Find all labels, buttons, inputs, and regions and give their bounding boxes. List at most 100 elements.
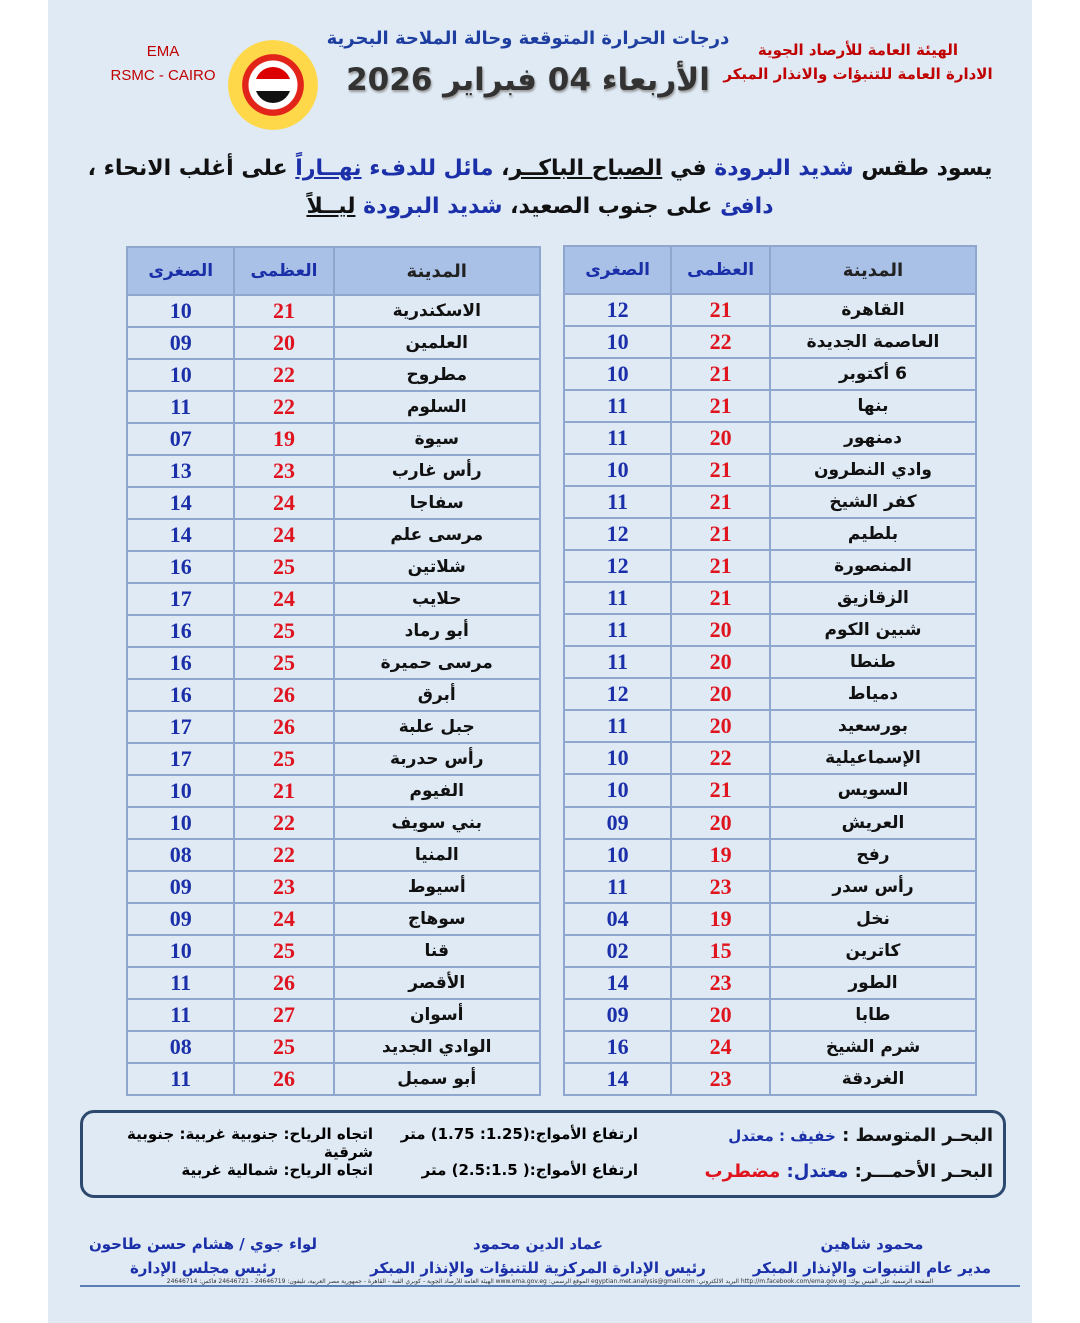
min-temp: 09 — [562, 997, 673, 1032]
min-temp: 14 — [562, 1061, 673, 1097]
table-row: كاترين 15 02 — [562, 933, 977, 968]
table-row: سيوة 19 07 — [125, 422, 541, 456]
min-temp: 02 — [562, 933, 673, 968]
min-temp: 10 — [125, 774, 236, 808]
max-temp: 20 — [670, 709, 771, 744]
table-row: حلايب 24 17 — [125, 582, 541, 616]
city-name: الاسكندرية — [332, 294, 541, 328]
city-name: الغردقة — [769, 1061, 977, 1097]
table-row: الفيوم 21 10 — [125, 774, 541, 808]
table-row: بنها 21 11 — [562, 389, 977, 424]
city-name: القاهرة — [769, 292, 977, 328]
max-temp: 20 — [670, 421, 771, 456]
table-row: شرم الشيخ 24 16 — [562, 1029, 977, 1064]
max-temp: 23 — [233, 870, 335, 904]
header-max: العظمى — [670, 245, 771, 295]
min-temp: 11 — [125, 998, 236, 1032]
min-temp: 16 — [125, 646, 236, 680]
max-temp: 22 — [233, 806, 335, 840]
city-name: شبين الكوم — [769, 613, 977, 648]
table-row: أبو رماد 25 16 — [125, 614, 541, 648]
organization: الهيئة العامة للأرصاد الجوية الادارة العا… — [708, 38, 1008, 86]
bulletin-title: درجات الحرارة المتوقعة وحالة الملاحة الب… — [326, 28, 730, 49]
table-row: القاهرة 21 12 — [562, 292, 977, 328]
min-temp: 10 — [125, 806, 236, 840]
min-temp: 16 — [562, 1029, 673, 1064]
max-temp: 19 — [233, 422, 335, 456]
min-temp: 10 — [562, 325, 673, 360]
min-temp: 08 — [125, 838, 236, 872]
max-temp: 22 — [670, 741, 771, 776]
table-row: الإسماعيلية 22 10 — [562, 741, 977, 776]
max-temp: 26 — [233, 966, 335, 1000]
min-temp: 09 — [125, 326, 236, 360]
city-name: الوادي الجديد — [332, 1030, 541, 1064]
min-temp: 11 — [562, 869, 673, 904]
ema-label: EMA RSMC - CAIRO — [108, 40, 218, 88]
max-temp: 21 — [670, 581, 771, 616]
city-name: شرم الشيخ — [769, 1029, 977, 1064]
max-temp: 21 — [670, 485, 771, 520]
max-temp: 26 — [233, 710, 335, 744]
table-row: بني سويف 22 10 — [125, 806, 541, 840]
city-name: السلوم — [332, 390, 541, 424]
min-temp: 12 — [562, 517, 673, 552]
city-name: دمنهور — [769, 421, 977, 456]
signature-2: عماد الدين محمود رئيس الإدارة المركزية لل… — [370, 1235, 706, 1277]
city-name: أبو سمبل — [332, 1062, 541, 1096]
header-min: الصغرى — [125, 246, 236, 296]
table-row: الغردقة 23 14 — [562, 1061, 977, 1097]
max-temp: 21 — [233, 774, 335, 808]
table-row: مرسى علم 24 14 — [125, 518, 541, 552]
table-row: الاسكندرية 21 10 — [125, 294, 541, 328]
table-row: بورسعيد 20 11 — [562, 709, 977, 744]
max-temp: 21 — [233, 294, 335, 328]
city-name: مرسى علم — [332, 518, 541, 552]
max-temp: 25 — [233, 646, 335, 680]
min-temp: 11 — [562, 613, 673, 648]
max-temp: 25 — [233, 614, 335, 648]
table-row: أبرق 26 16 — [125, 678, 541, 712]
table-row: الزقازيق 21 11 — [562, 581, 977, 616]
city-name: كفر الشيخ — [769, 485, 977, 520]
table-row: العريش 20 09 — [562, 805, 977, 840]
max-temp: 23 — [670, 1061, 771, 1097]
max-temp: 22 — [233, 838, 335, 872]
table-row: دمنهور 20 11 — [562, 421, 977, 456]
table-row: المنيا 22 08 — [125, 838, 541, 872]
max-temp: 20 — [670, 997, 771, 1032]
temperature-table-left: المدينة العظمى الصغرى الاسكندرية 21 10 العلمين… — [125, 246, 541, 1096]
max-temp: 21 — [670, 453, 771, 488]
city-name: العاصمة الجديدة — [769, 325, 977, 360]
city-name: رأس غارب — [332, 454, 541, 488]
city-name: رأس حدربة — [332, 742, 541, 776]
city-name: حلايب — [332, 582, 541, 616]
signature-3: لواء جوي / هشام حسن طاحون رئيس مجلس الإدا… — [88, 1235, 318, 1277]
min-temp: 11 — [125, 1062, 236, 1096]
min-temp: 17 — [125, 710, 236, 744]
min-temp: 09 — [125, 870, 236, 904]
ema-logo-icon — [228, 40, 318, 130]
min-temp: 12 — [562, 292, 673, 328]
max-temp: 25 — [233, 1030, 335, 1064]
max-temp: 20 — [670, 645, 771, 680]
min-temp: 10 — [125, 934, 236, 968]
city-name: شلاتين — [332, 550, 541, 584]
min-temp: 13 — [125, 454, 236, 488]
city-name: جبل علبة — [332, 710, 541, 744]
org-name: الهيئة العامة للأرصاد الجوية — [757, 41, 959, 59]
city-name: دمياط — [769, 677, 977, 712]
min-temp: 11 — [562, 645, 673, 680]
min-temp: 16 — [125, 678, 236, 712]
table-row: شلاتين 25 16 — [125, 550, 541, 584]
city-name: الطور — [769, 965, 977, 1000]
table-row: العلمين 20 09 — [125, 326, 541, 360]
max-temp: 20 — [670, 805, 771, 840]
min-temp: 16 — [125, 614, 236, 648]
max-temp: 21 — [670, 549, 771, 584]
table-row: 6 أكتوبر 21 10 — [562, 357, 977, 392]
table-row: الأقصر 26 11 — [125, 966, 541, 1000]
mediterranean-row: البحـر المتوسط : خفيف : معتدل ارتفاع الأ… — [93, 1125, 993, 1161]
min-temp: 11 — [125, 966, 236, 1000]
table-row: الطور 23 14 — [562, 965, 977, 1000]
